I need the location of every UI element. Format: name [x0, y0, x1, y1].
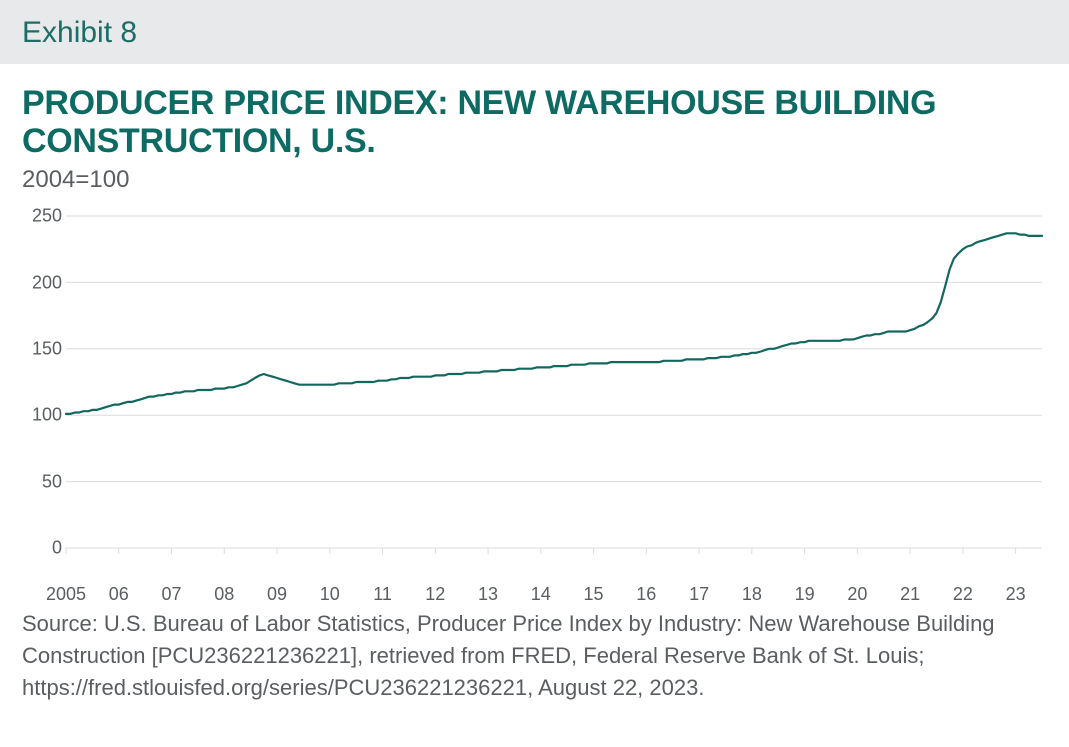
- chart-plot-area: 0501001502002502005060708091011121314151…: [22, 208, 1047, 578]
- y-tick-label: 150: [22, 338, 62, 359]
- exhibit-header: Exhibit 8: [0, 0, 1069, 64]
- x-tick-label: 17: [689, 584, 709, 605]
- x-tick-label: 06: [109, 584, 129, 605]
- x-tick-label: 11: [373, 584, 392, 605]
- y-tick-label: 50: [22, 471, 62, 492]
- x-tick-label: 08: [214, 584, 234, 605]
- chart-title: PRODUCER PRICE INDEX: NEW WAREHOUSE BUIL…: [22, 84, 1047, 160]
- chart-svg: [22, 208, 1047, 578]
- x-tick-label: 21: [900, 584, 920, 605]
- x-tick-label: 16: [636, 584, 656, 605]
- x-tick-label: 20: [847, 584, 867, 605]
- x-tick-label: 10: [320, 584, 340, 605]
- chart-content: PRODUCER PRICE INDEX: NEW WAREHOUSE BUIL…: [0, 64, 1069, 578]
- x-tick-label: 07: [161, 584, 181, 605]
- chart-subtitle: 2004=100: [22, 166, 1047, 194]
- x-tick-label: 09: [267, 584, 287, 605]
- x-tick-label: 23: [1006, 584, 1026, 605]
- exhibit-label: Exhibit 8: [22, 16, 137, 49]
- y-tick-label: 0: [22, 538, 62, 559]
- x-tick-label: 13: [478, 584, 498, 605]
- x-tick-label: 12: [425, 584, 445, 605]
- x-tick-label: 2005: [46, 584, 86, 605]
- x-tick-label: 22: [953, 584, 973, 605]
- y-tick-label: 250: [22, 206, 62, 227]
- x-tick-label: 18: [742, 584, 762, 605]
- x-tick-label: 19: [795, 584, 815, 605]
- y-tick-label: 100: [22, 405, 62, 426]
- x-tick-label: 14: [531, 584, 551, 605]
- x-tick-label: 15: [584, 584, 604, 605]
- y-tick-label: 200: [22, 272, 62, 293]
